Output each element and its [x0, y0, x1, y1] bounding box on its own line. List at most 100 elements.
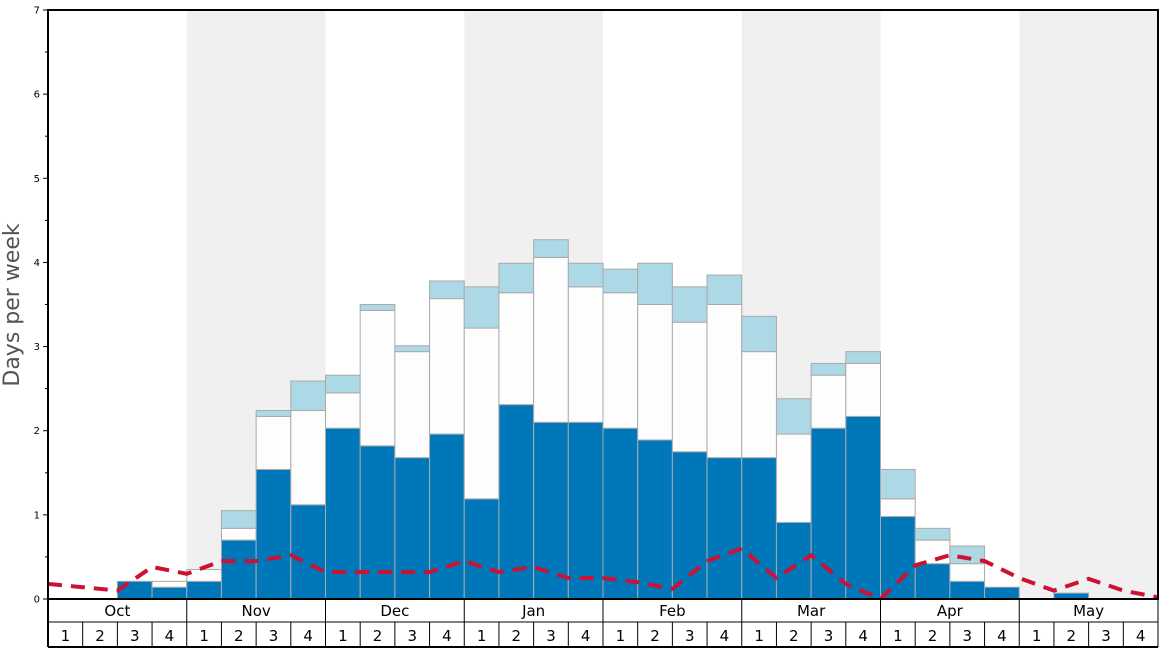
- bar-segment: [637, 304, 673, 441]
- bar-segment: [429, 433, 465, 600]
- week-label: 2: [512, 627, 522, 645]
- month-label-mar: Mar: [797, 602, 826, 620]
- bar-segment: [325, 374, 361, 394]
- bar-segment: [255, 415, 292, 470]
- bar-segment: [151, 586, 188, 600]
- month-label-dec: Dec: [380, 602, 409, 620]
- bar-segment: [498, 404, 535, 600]
- week-label: 2: [928, 627, 938, 645]
- bar-segment: [741, 315, 777, 353]
- bar-segment: [602, 427, 639, 600]
- bar-segment: [567, 421, 604, 600]
- week-label: 3: [962, 627, 972, 645]
- week-label: 3: [269, 627, 279, 645]
- y-tick-label: 5: [34, 174, 40, 185]
- y-tick-label: 1: [34, 510, 40, 521]
- week-label: 1: [1032, 627, 1042, 645]
- bar-segment: [775, 433, 812, 523]
- week-label: 4: [442, 627, 452, 645]
- bar-segment: [637, 439, 673, 600]
- bar-segment: [151, 580, 188, 588]
- bar-segment: [533, 256, 569, 423]
- bar-segment: [845, 351, 881, 364]
- bar-segment: [602, 268, 639, 294]
- bar-segment: [810, 427, 847, 600]
- trend-line: [47, 546, 1159, 602]
- y-axis-title: Days per week: [0, 223, 25, 386]
- bar-segment: [429, 280, 465, 300]
- bar-segment: [533, 421, 569, 600]
- y-tick-label: 3: [34, 342, 40, 353]
- bar-segment: [116, 580, 153, 600]
- week-label: 4: [858, 627, 868, 645]
- bar-segment: [220, 510, 257, 529]
- bar-segment: [290, 504, 326, 600]
- bar-segment: [255, 468, 292, 600]
- week-label: 3: [130, 627, 140, 645]
- week-label: 4: [720, 627, 730, 645]
- bars: [116, 239, 1090, 600]
- bar-segment: [463, 498, 500, 600]
- bar-segment: [949, 580, 986, 600]
- week-label: 4: [1136, 627, 1146, 645]
- bar-segment: [498, 292, 535, 406]
- bar-segment: [359, 445, 396, 600]
- bar-segment: [463, 327, 500, 500]
- week-label: 3: [685, 627, 695, 645]
- bar-segment: [186, 569, 222, 582]
- bar-segment: [567, 262, 604, 288]
- y-tick-label: 0: [34, 595, 40, 606]
- bar-segment: [741, 457, 777, 600]
- week-label: 4: [303, 627, 313, 645]
- trend-series-line: [47, 546, 1159, 602]
- month-label-jan: Jan: [521, 602, 545, 620]
- bar-segment: [220, 539, 257, 600]
- week-label: 2: [650, 627, 660, 645]
- bar-segment: [741, 351, 777, 459]
- bar-segment: [671, 321, 708, 453]
- bar-segment: [290, 380, 326, 412]
- bar-segment: [984, 586, 1020, 600]
- bar-segment: [394, 351, 431, 459]
- bar-segment: [706, 274, 743, 305]
- week-label: 2: [95, 627, 105, 645]
- month-label-nov: Nov: [241, 602, 270, 620]
- week-label: 3: [546, 627, 556, 645]
- y-tick-label: 6: [34, 90, 40, 101]
- bar-segment: [914, 539, 951, 565]
- month-label-feb: Feb: [659, 602, 686, 620]
- bar-segment: [845, 362, 881, 417]
- week-label: 4: [997, 627, 1007, 645]
- bar-segment: [220, 527, 257, 541]
- bar-segment: [290, 410, 326, 506]
- week-label: 2: [234, 627, 244, 645]
- y-tick-label: 4: [34, 258, 40, 269]
- bar-segment: [914, 563, 951, 600]
- bar-segment: [880, 516, 916, 600]
- bar-segment: [498, 262, 535, 294]
- bar-segment: [880, 468, 916, 500]
- bar-segment: [533, 239, 569, 258]
- x-axis: Oct 1 2 3 4 Nov 1 2 3 4 Dec 1 2 3 4 Jan 1 2 3 4 Feb 1 2 3 4 Mar 1 2…: [47, 599, 1159, 648]
- bar-segment: [463, 286, 500, 329]
- bar-segment: [671, 286, 708, 323]
- bar-segment: [880, 498, 916, 518]
- week-label: 1: [754, 627, 764, 645]
- month-label-apr: Apr: [937, 602, 964, 620]
- bar-segment: [602, 292, 639, 429]
- week-label: 3: [824, 627, 834, 645]
- week-label: 1: [616, 627, 626, 645]
- bar-segment: [949, 563, 986, 582]
- y-tick-label: 7: [34, 6, 40, 17]
- bar-segment: [671, 451, 708, 600]
- week-label: 1: [199, 627, 209, 645]
- week-label: 4: [165, 627, 175, 645]
- bar-segment: [706, 457, 743, 600]
- bar-segment: [637, 262, 673, 305]
- week-label: 4: [581, 627, 591, 645]
- bar-segment: [255, 410, 292, 417]
- month-band-may: [1019, 10, 1158, 599]
- bar-segment: [775, 398, 812, 435]
- month-label-may: May: [1073, 602, 1104, 620]
